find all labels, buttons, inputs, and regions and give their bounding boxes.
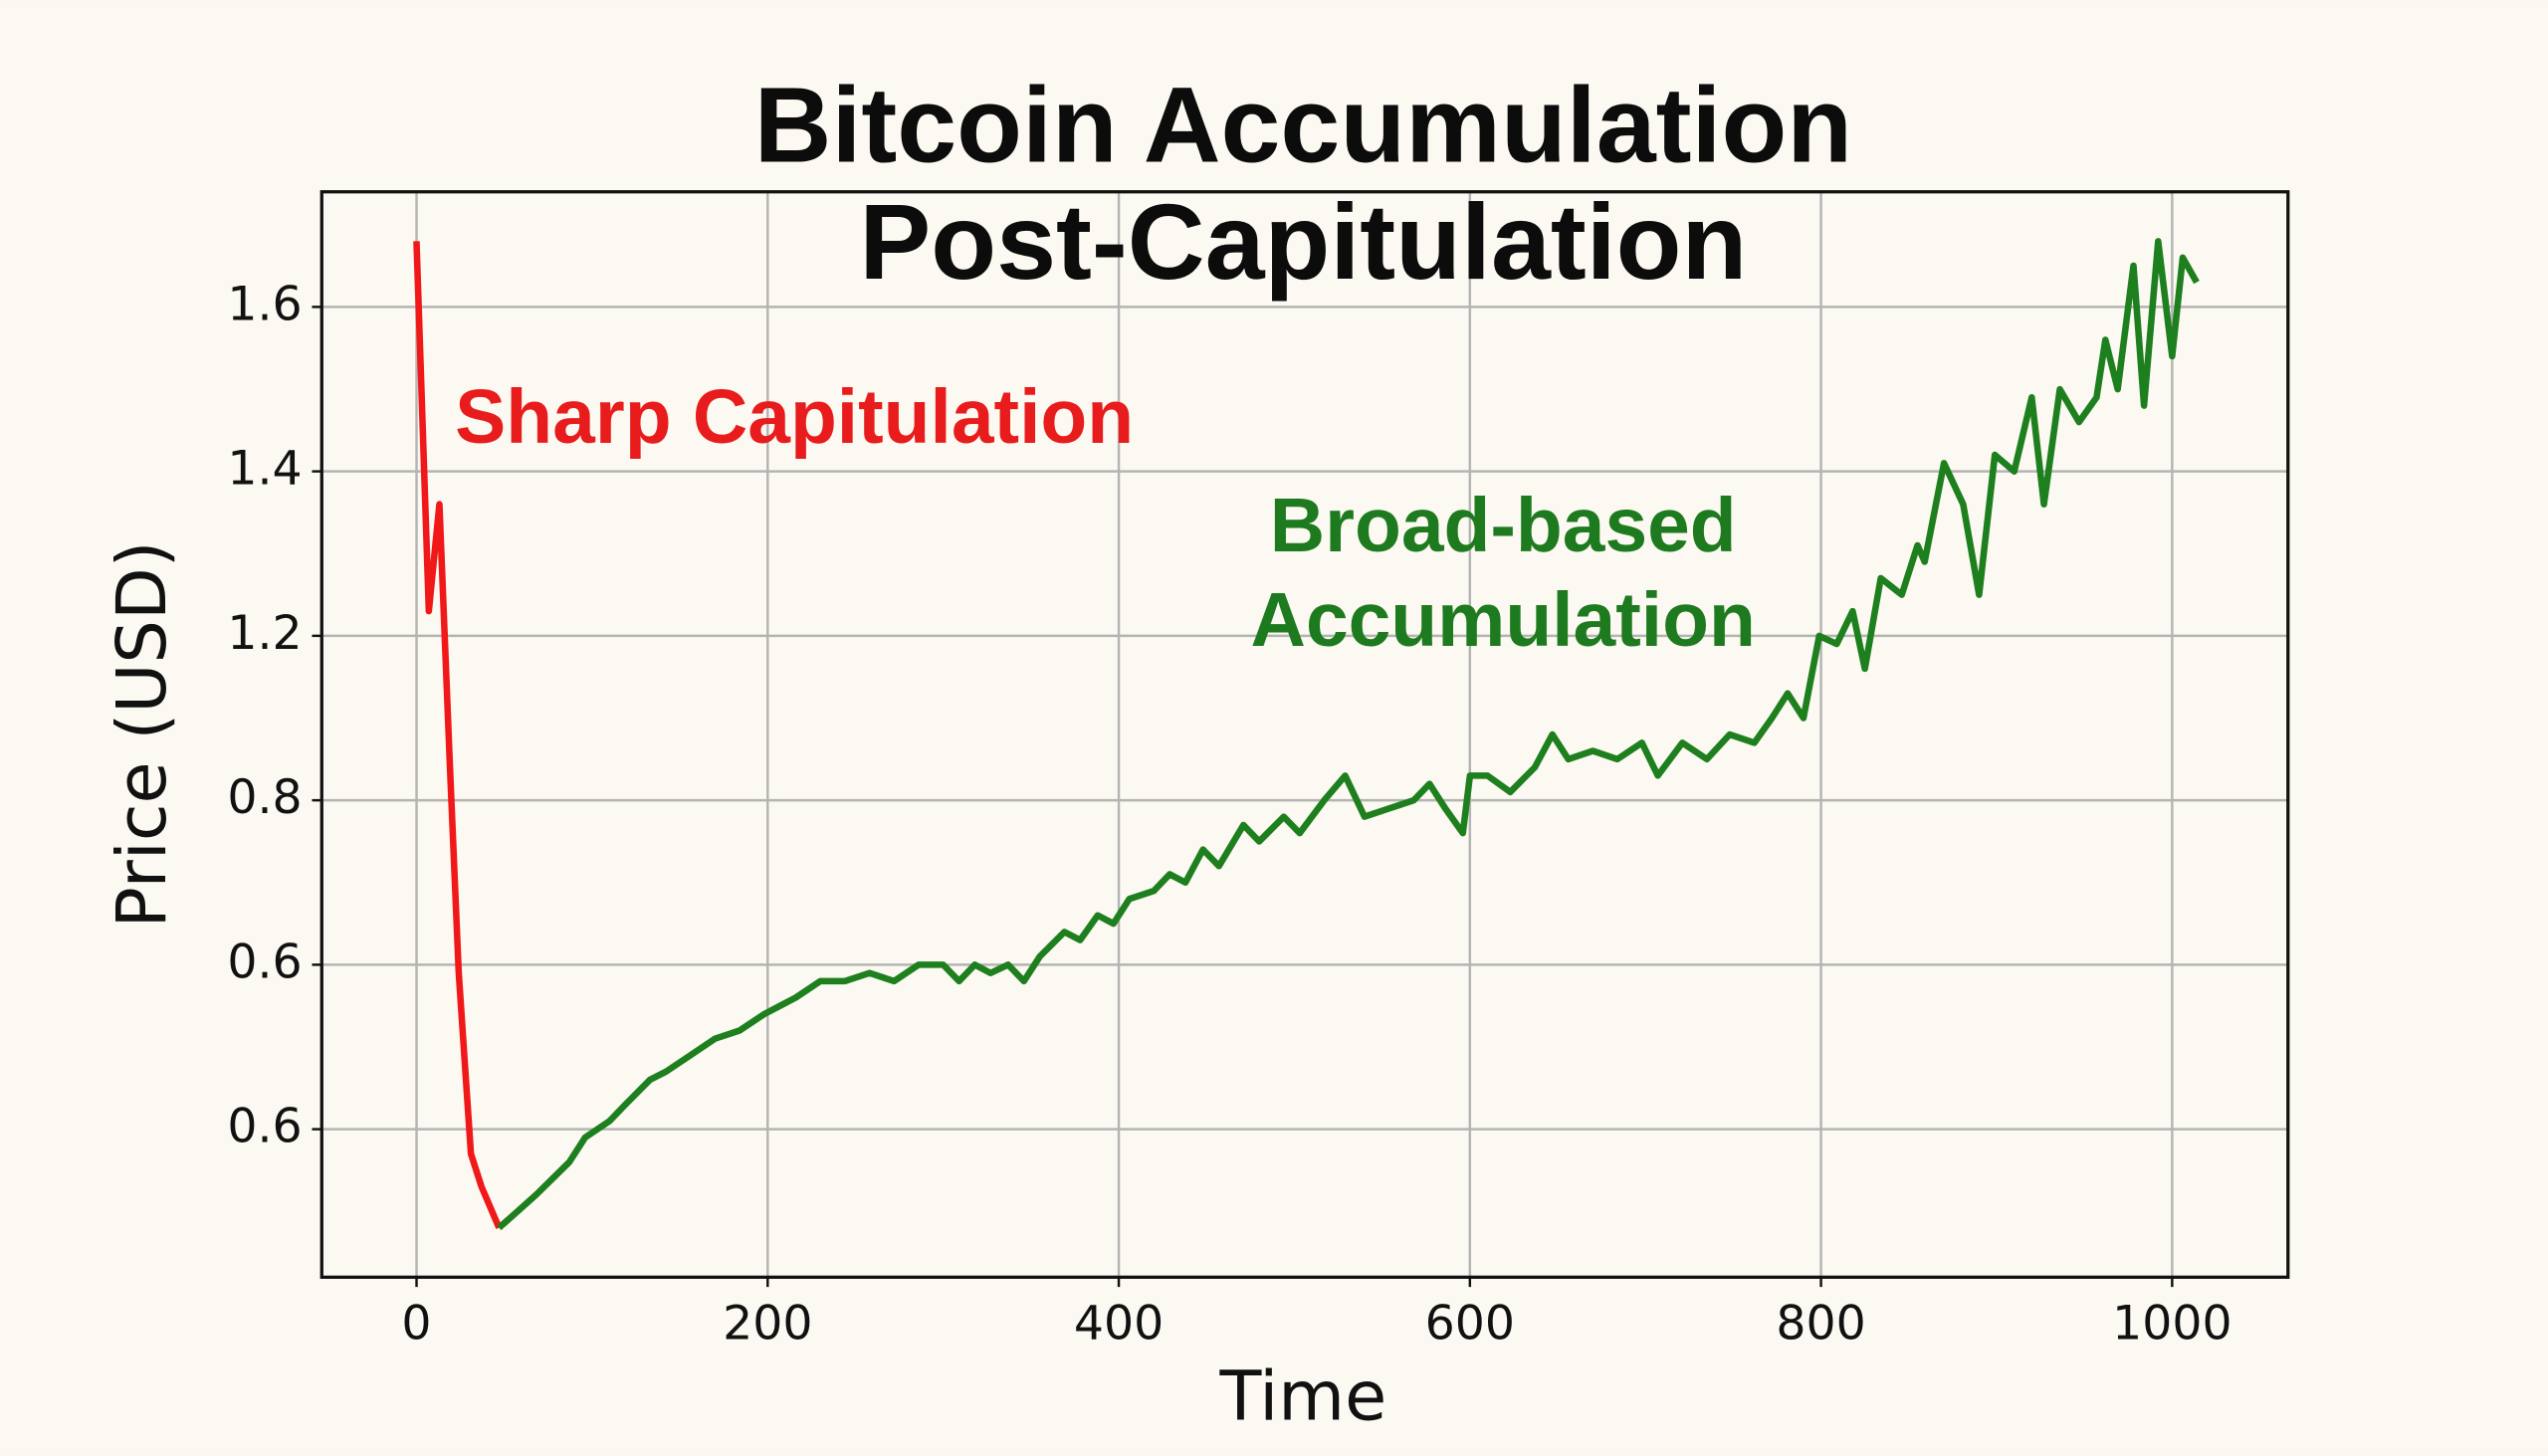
- y-tick-label: 1.6: [227, 277, 302, 331]
- data-line: [413, 241, 503, 1229]
- x-tick-label: 200: [723, 1296, 812, 1351]
- x-axis-label: Time: [1218, 1356, 1386, 1436]
- x-tick-label: 600: [1425, 1296, 1515, 1351]
- x-tick-label: 0: [401, 1296, 431, 1351]
- y-tick-label: 0.8: [227, 770, 302, 825]
- plot-frame: [319, 190, 2290, 1279]
- x-tick-label: 1000: [2112, 1296, 2231, 1351]
- x-tick-label: 400: [1074, 1296, 1164, 1351]
- annotation: Accumulation: [1251, 578, 1756, 663]
- annotation: Broad-based: [1270, 484, 1737, 568]
- x-tick-label: 800: [1776, 1296, 1865, 1351]
- y-tick-label: 0.6: [227, 1100, 302, 1154]
- chart-title: Post-Capitulation: [859, 181, 1747, 302]
- annotation: Sharp Capitulation: [455, 375, 1134, 460]
- y-axis-label: Price (USD): [103, 541, 182, 929]
- chart-title: Bitcoin Accumulation: [754, 64, 1853, 184]
- y-tick-label: 1.2: [227, 606, 302, 661]
- y-tick-label: 1.4: [227, 442, 302, 497]
- y-tick-label: 0.6: [227, 935, 302, 989]
- data-line: [497, 238, 2200, 1231]
